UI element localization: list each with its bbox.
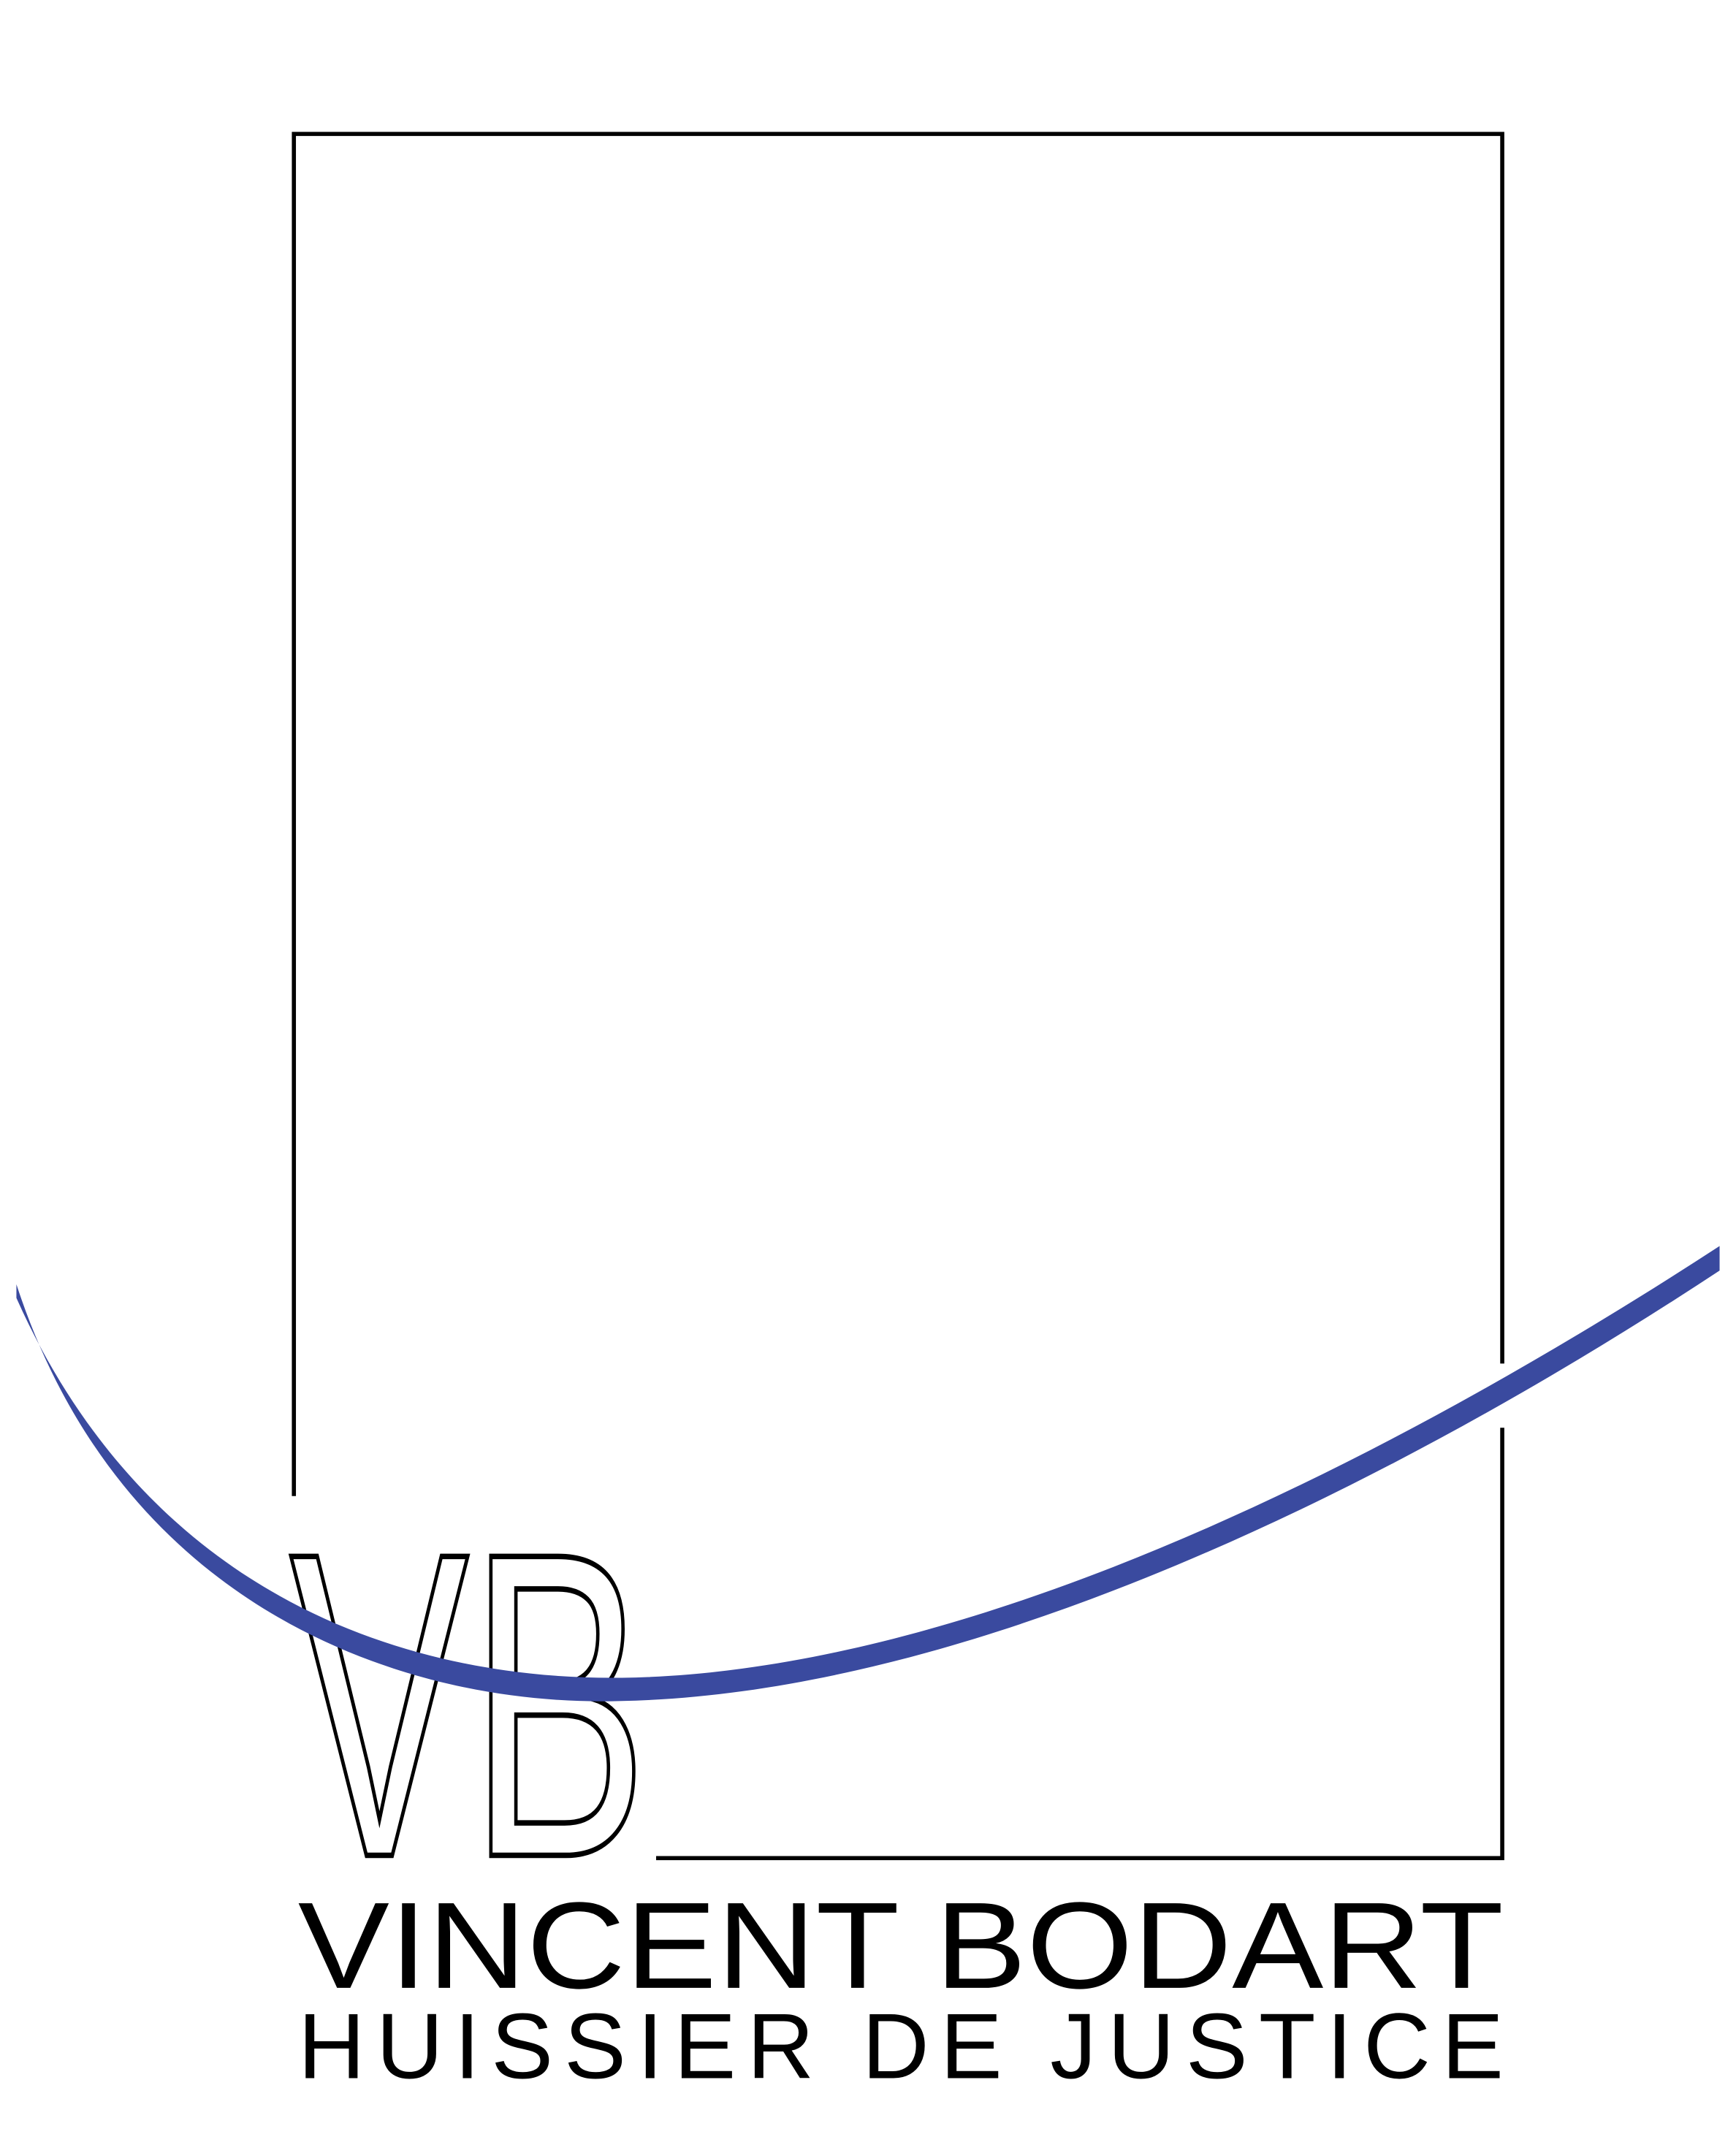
frame [292,132,1504,1861]
monogram: VB [290,1463,648,1948]
subtitle: HUISSIER DE JUSTICE [298,1994,1504,2098]
name: VINCENT BODART [298,1877,1504,2014]
